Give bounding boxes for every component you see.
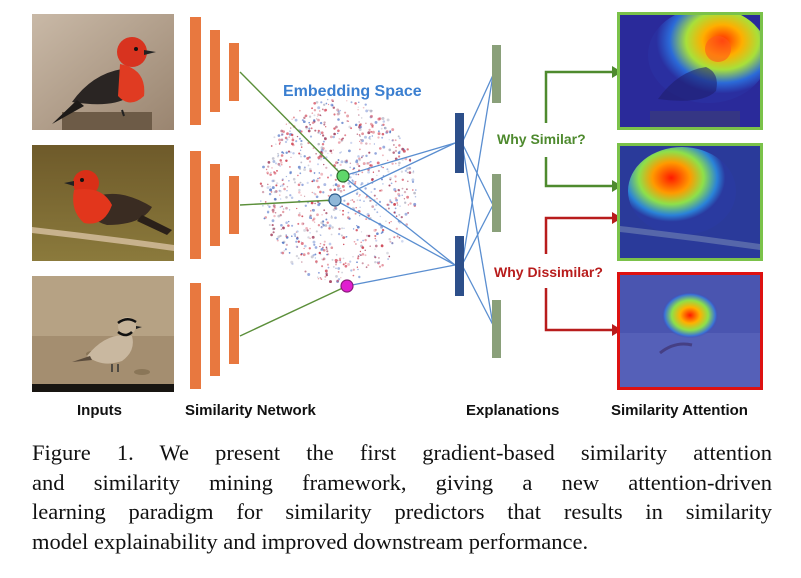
dissimilar-arrows	[544, 216, 612, 332]
input-image-vermilion-flycatcher-1	[32, 14, 174, 130]
explanation-block-light-3	[492, 300, 501, 358]
caption-line-1: Figure 1. We present the first gradient-…	[32, 440, 772, 465]
embedding-point-dissimilar	[340, 279, 354, 293]
embedding-point-similar-b	[328, 193, 342, 207]
attention-map-similar-2	[617, 143, 763, 261]
embedding-space-title: Embedding Space	[283, 83, 422, 100]
caption-line-3: learning paradigm for similarity predict…	[32, 499, 772, 524]
caption-line-2: and similarity mining framework, giving …	[32, 469, 772, 495]
attention-map-dissimilar	[617, 272, 763, 390]
explanations-label: Explanations	[466, 402, 560, 419]
input-image-horned-lark	[32, 276, 174, 392]
similarity-network-branch-2	[190, 151, 239, 259]
similarity-network-branch-1	[190, 17, 239, 125]
attention-map-similar-1	[617, 12, 763, 130]
input-image-vermilion-flycatcher-2	[32, 145, 174, 261]
explanation-block-dark-1	[455, 113, 464, 173]
explanation-block-light-2	[492, 174, 501, 232]
similarity-network-branch-3	[190, 283, 239, 389]
embedding-point-similar-a	[336, 169, 350, 183]
why-similar-label: Why Similar?	[497, 131, 586, 147]
similar-arrows	[544, 70, 612, 188]
why-dissimilar-label: Why Dissimilar?	[494, 264, 603, 280]
similarity-network-label: Similarity Network	[185, 402, 316, 419]
inputs-label: Inputs	[77, 402, 122, 419]
figure-caption: Figure 1. We present the first gradient-…	[32, 438, 772, 556]
explanation-block-dark-2	[455, 236, 464, 296]
embedding-point-cloud	[259, 98, 417, 284]
similarity-attention-label: Similarity Attention	[611, 402, 748, 419]
diagram-canvas: Embedding Space Why Similar? Why Dissimi…	[190, 17, 622, 389]
explanation-block-light-1	[492, 45, 501, 103]
caption-line-4: model explainability and improved downst…	[32, 528, 589, 554]
